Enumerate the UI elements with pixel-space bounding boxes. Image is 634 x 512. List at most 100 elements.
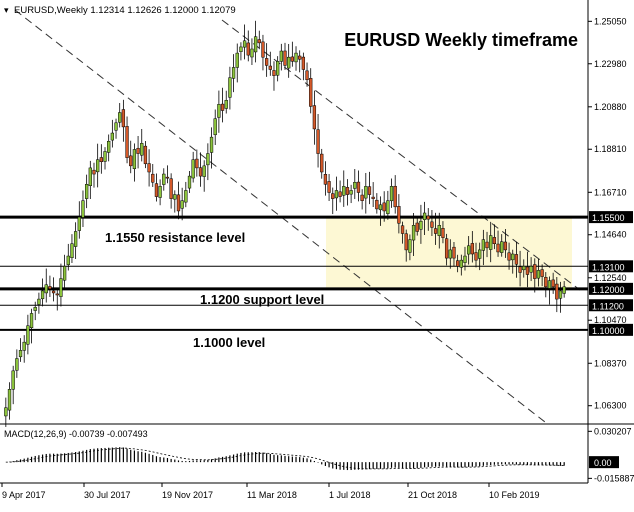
- candle-body: [444, 238, 449, 259]
- candle-body: [342, 186, 346, 196]
- time-tick-label: 19 Nov 2017: [162, 490, 213, 500]
- candle-body: [459, 259, 463, 268]
- price-tick-label: 1.06300: [594, 401, 627, 411]
- candle-body: [511, 253, 515, 261]
- candle-body: [467, 245, 471, 255]
- time-tick-label: 1 Jul 2018: [329, 490, 371, 500]
- candle-body: [356, 181, 361, 193]
- candle-body: [235, 52, 239, 68]
- candle-body: [320, 153, 324, 173]
- candle-body: [294, 52, 298, 63]
- candle-body: [103, 151, 107, 162]
- time-tick-label: 10 Feb 2019: [489, 490, 540, 500]
- symbol-info: EURUSD,Weekly 1.12314 1.12626 1.12000 1.…: [14, 5, 236, 16]
- candle-body: [88, 167, 92, 187]
- candle-body: [92, 169, 96, 175]
- macd-tick-label: 0.00: [594, 458, 612, 468]
- candle-body: [367, 186, 372, 195]
- price-tick-label: 1.25050: [594, 16, 627, 26]
- candle-body: [496, 243, 500, 253]
- candle-body: [118, 112, 122, 123]
- candle-body: [15, 358, 19, 371]
- trendline-lower-dashed: [14, 9, 546, 423]
- candle-body: [305, 70, 309, 80]
- candle-body: [507, 252, 511, 261]
- price-tick-label: 1.08370: [594, 358, 627, 368]
- candle-body: [331, 193, 335, 199]
- price-tick-label: 1.16710: [594, 187, 627, 197]
- candle-body: [129, 155, 133, 167]
- candle-body: [290, 56, 294, 62]
- candle-body: [437, 225, 441, 236]
- candle-body: [536, 270, 541, 279]
- candle-body: [382, 202, 386, 212]
- candle-body: [99, 157, 103, 162]
- level-price-tag-text: 1.12000: [592, 285, 625, 295]
- candle-body: [433, 228, 438, 234]
- candle-body: [334, 190, 339, 199]
- candle-body: [389, 186, 394, 202]
- candle-body: [386, 200, 390, 214]
- candle-body: [29, 313, 34, 328]
- candle-body: [478, 249, 482, 259]
- candle-body: [37, 298, 41, 305]
- candle-body: [154, 183, 159, 197]
- candle-body: [231, 67, 236, 79]
- level-price-tag: [589, 282, 633, 295]
- candle-body: [140, 143, 144, 156]
- candle-body: [408, 239, 412, 253]
- candle-body: [562, 286, 566, 294]
- candle-body: [62, 266, 67, 281]
- candle-body: [327, 181, 331, 193]
- candle-body: [397, 206, 401, 224]
- candle-body: [253, 36, 258, 53]
- candle-body: [279, 50, 283, 62]
- candle-body: [378, 204, 383, 211]
- candle-body: [312, 105, 317, 130]
- candle-body: [84, 184, 89, 199]
- candle-body: [191, 159, 195, 179]
- candle-body: [426, 215, 430, 220]
- candle-body: [121, 109, 126, 128]
- price-tick-label: 1.20880: [594, 102, 627, 112]
- macd-axis: 0.030207 0.00 -0.015887: [588, 426, 634, 483]
- levels-layer: 1.15500 1.13100 1.12000 1.11200 1.10000: [0, 211, 633, 336]
- macd-label: MACD(12,26,9) -0.00739 -0.007493: [4, 429, 148, 439]
- candle-body: [514, 254, 519, 265]
- candle-body: [70, 243, 74, 258]
- candle-body: [73, 231, 78, 247]
- candle-body: [55, 293, 59, 296]
- candle-body: [430, 221, 434, 228]
- candle-body: [500, 241, 504, 253]
- level-price-tag-text: 1.11200: [592, 301, 624, 311]
- candle-body: [276, 61, 280, 76]
- candle-body: [239, 46, 243, 52]
- candle-body: [158, 186, 162, 198]
- candle-body: [220, 103, 225, 111]
- candle-body: [33, 307, 37, 311]
- candle-body: [360, 194, 364, 201]
- candle-body: [246, 42, 250, 56]
- candle-body: [195, 158, 199, 169]
- level-price-tag: [589, 211, 633, 224]
- time-tick-label: 30 Jul 2017: [84, 490, 131, 500]
- candle-body: [345, 187, 350, 195]
- candle-body: [522, 266, 526, 271]
- candle-body: [419, 220, 423, 230]
- time-tick-label: 9 Apr 2017: [2, 490, 46, 500]
- candle-body: [22, 341, 26, 351]
- support-label: 1.1200 support level: [200, 292, 324, 307]
- level-price-tag: [589, 323, 633, 336]
- candle-body: [448, 249, 452, 259]
- candle-body: [184, 190, 188, 203]
- candle-body: [202, 165, 206, 177]
- candle-body: [452, 246, 456, 259]
- time-tick-label: 11 Mar 2018: [247, 490, 297, 500]
- candle-body: [51, 290, 56, 294]
- candle-body: [518, 266, 522, 273]
- candle-body: [268, 65, 272, 70]
- time-tick-label: 21 Oct 2018: [408, 490, 457, 500]
- candle-body: [338, 191, 342, 197]
- candle-body: [283, 50, 287, 66]
